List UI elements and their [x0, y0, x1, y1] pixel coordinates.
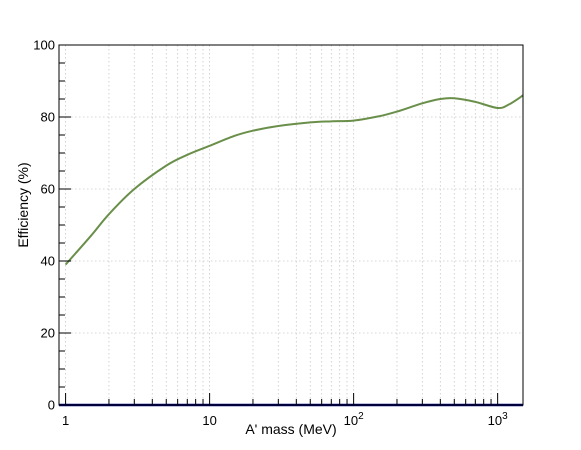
series-layer [59, 94, 524, 407]
series-efficiency-line [64, 94, 524, 266]
y-tick-label: 60 [41, 182, 55, 197]
x-tick-label: 103 [488, 411, 508, 428]
x-axis-title: A' mass (MeV) [245, 421, 336, 437]
grid [59, 45, 523, 405]
y-axis-title: Efficiency (%) [15, 162, 31, 247]
tick-labels: 0 20 40 60 80 100 1 10 102 103 [33, 38, 508, 429]
y-tick-label: 20 [41, 326, 55, 341]
y-tick-label: 100 [33, 38, 55, 53]
x-tick-label: 102 [344, 411, 364, 428]
x-tick-label: 1 [62, 413, 69, 428]
axis-ticks [59, 44, 499, 406]
x-tick-label: 10 [202, 413, 216, 428]
y-tick-label: 40 [41, 254, 55, 269]
y-tick-label: 0 [48, 398, 55, 413]
y-tick-label: 80 [41, 110, 55, 125]
